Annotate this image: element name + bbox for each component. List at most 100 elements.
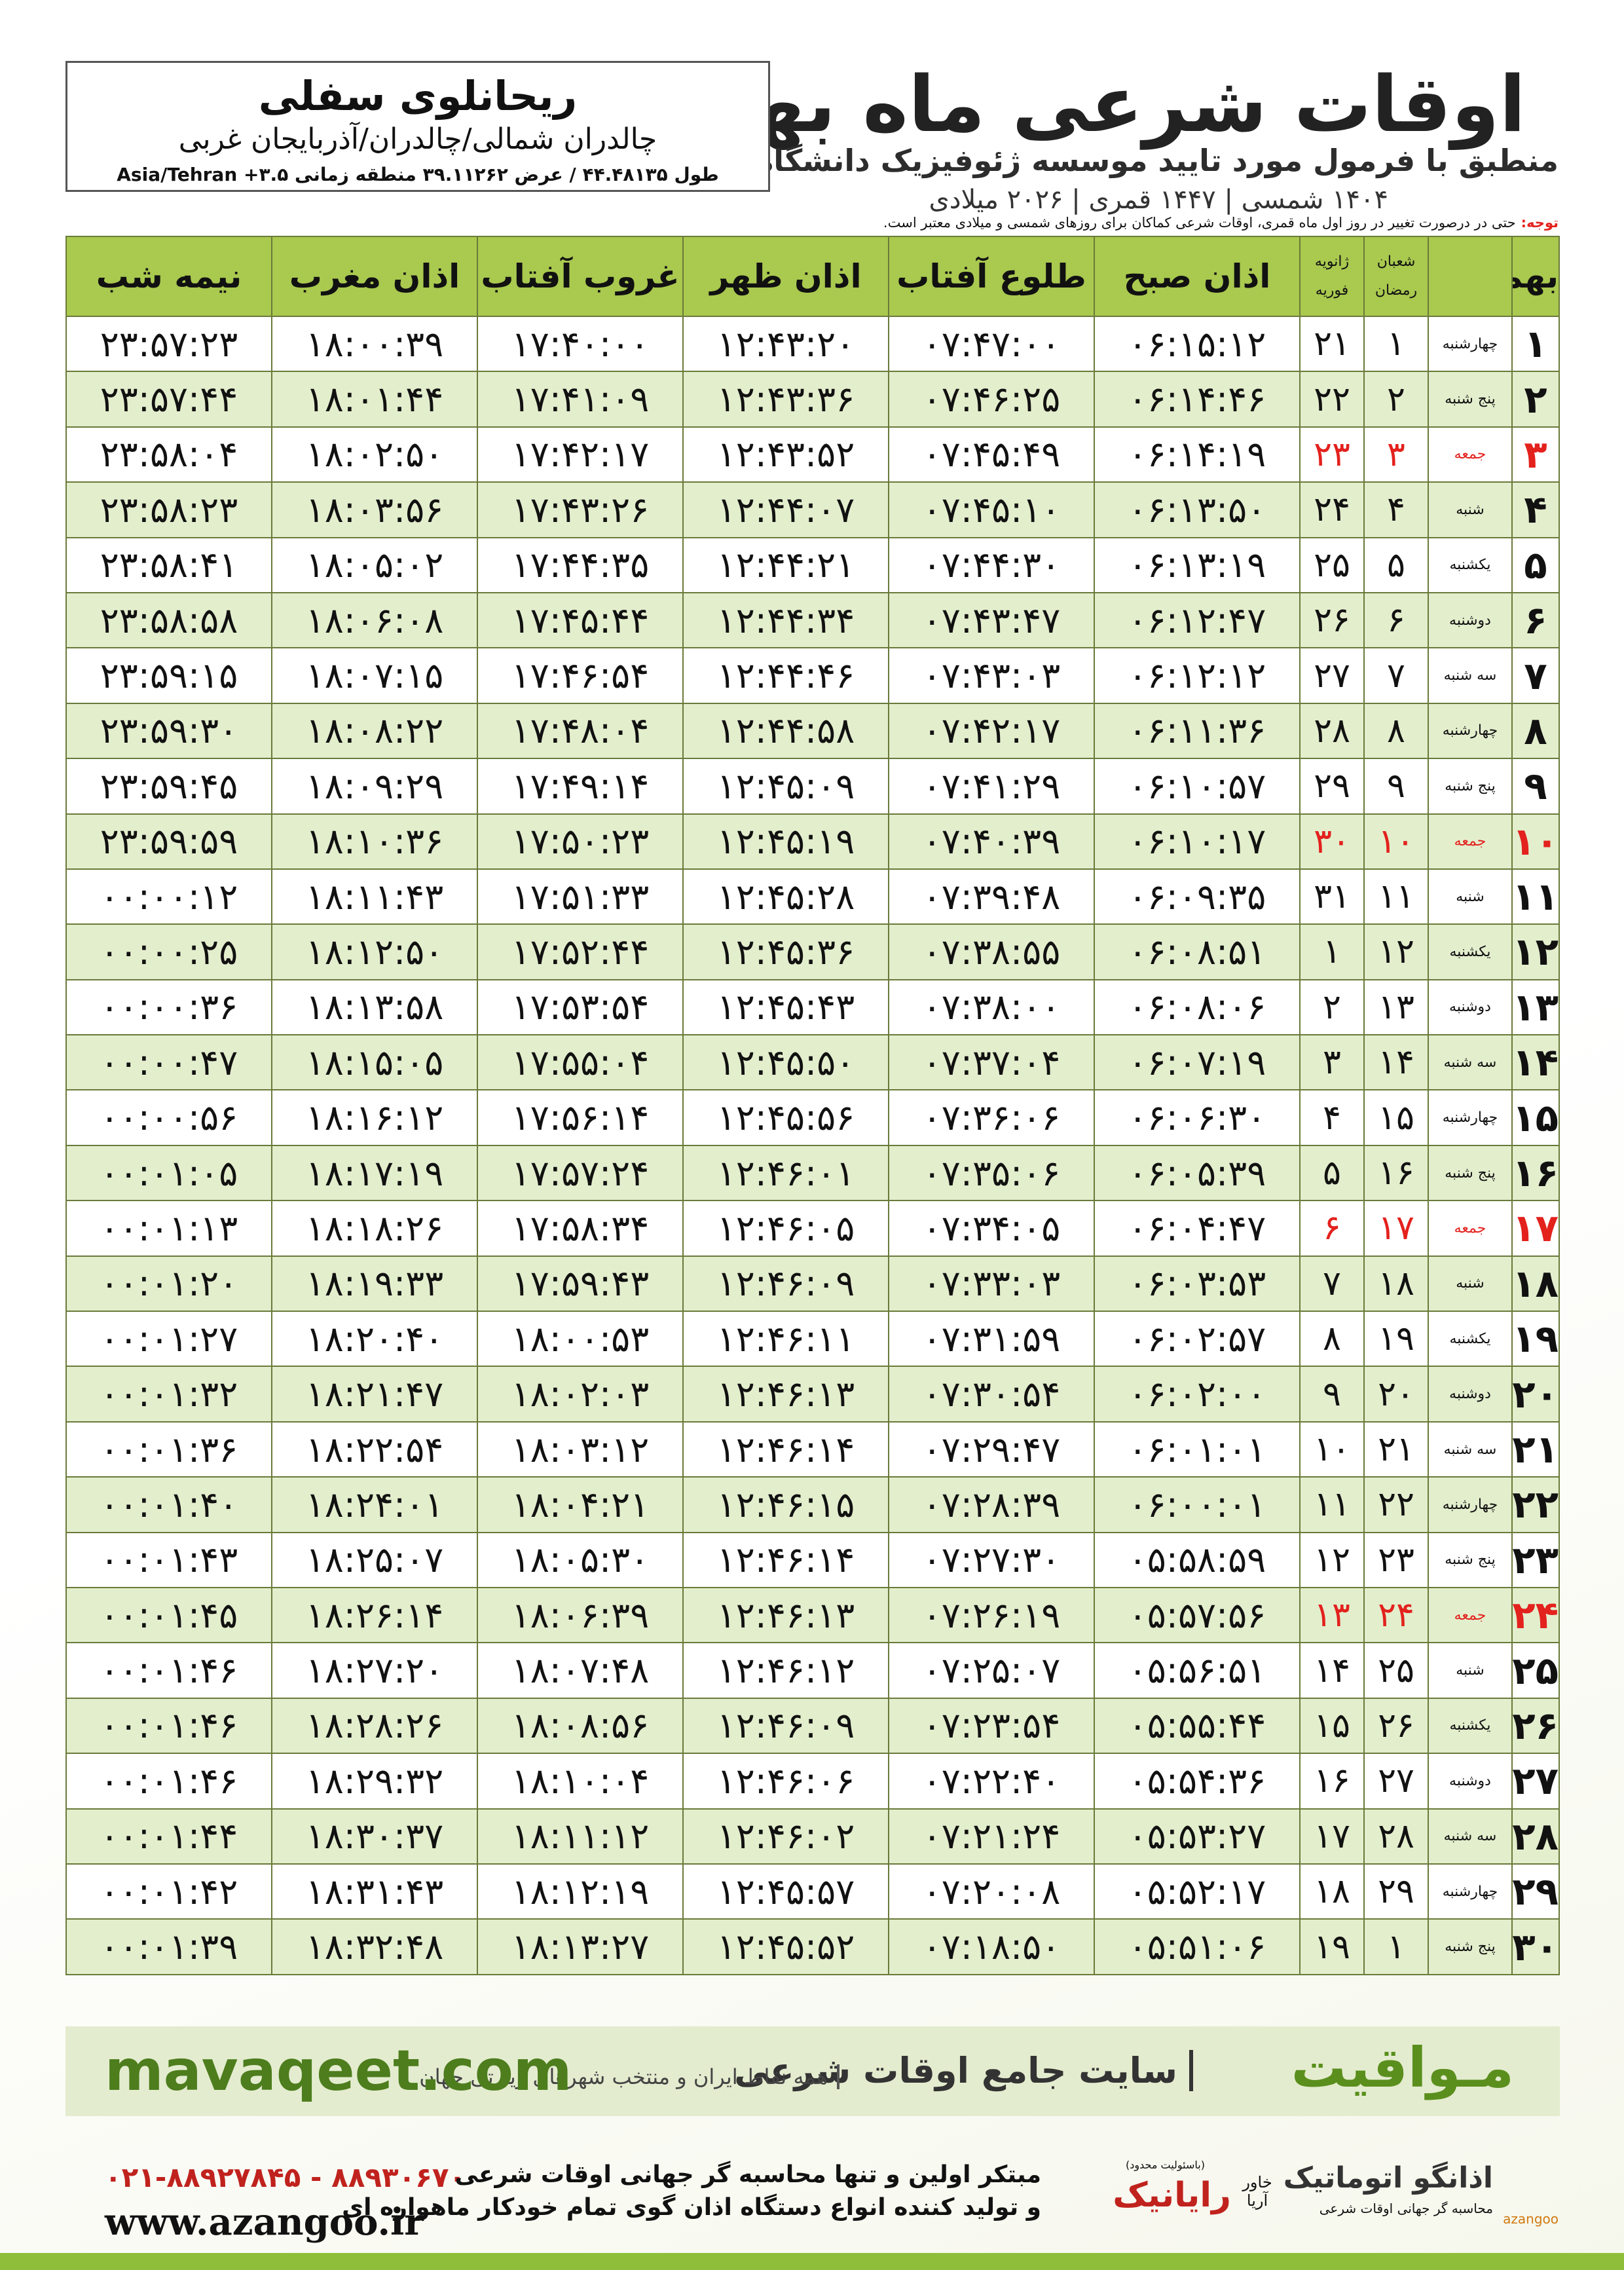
cell-time: ۰۰:۰۱:۴۴ (65, 1808, 272, 1865)
cell-time: ۰۵:۵۱:۰۶ (1094, 1918, 1301, 1975)
cell-time: ۱۷:۴۹:۱۴ (477, 758, 684, 815)
note-label: توجه: (1521, 215, 1559, 231)
table-row: ۲۷ دوشنبه ۲۷ ۱۶ ۰۵:۵۴:۳۶ ۰۷:۲۲:۴۰ ۱۲:۴۶:۰۶ ۱۸:۱… (65, 1753, 1560, 1810)
cell-hijri: ۱۹ (1363, 1311, 1429, 1368)
logo-raya-sub: خاور آریا (1242, 2173, 1272, 2210)
cell-day: ۲۲ (1511, 1476, 1560, 1533)
location-box: ریحانلوی سفلی چالدران شمالی/چالدران/آذرب… (65, 61, 770, 192)
cell-day: ۲۱ (1511, 1421, 1560, 1478)
cell-time: ۱۸:۰۳:۵۶ (271, 481, 478, 538)
cell-time: ۰۷:۴۶:۲۵ (888, 371, 1095, 428)
cell-time: ۱۸:۱۲:۵۰ (271, 923, 478, 980)
cell-greg: ۲۸ (1299, 702, 1365, 760)
cell-weekday: پنج شنبه (1428, 758, 1513, 815)
location-coords: طول ۴۴.۴۸۱۳۵ / عرض ۳۹.۱۱۲۶۲ منطقه زمانی … (117, 164, 719, 185)
cell-time: ۰۶:۰۰:۰۱ (1094, 1476, 1301, 1533)
cell-weekday: جمعه (1428, 426, 1513, 483)
cell-time: ۰۰:۰۱:۳۹ (65, 1918, 272, 1975)
cell-day: ۲۴ (1511, 1586, 1560, 1644)
cell-time: ۱۷:۴۵:۴۴ (477, 591, 684, 649)
cell-hijri: ۲۹ (1363, 1863, 1429, 1920)
cell-weekday: شنبه (1428, 1642, 1513, 1699)
cell-weekday: یکشنبه (1428, 1697, 1513, 1755)
cell-time: ۰۵:۵۳:۲۷ (1094, 1808, 1301, 1865)
cell-weekday: چهارشنبه (1428, 702, 1513, 760)
cell-time: ۱۲:۴۴:۲۱ (682, 536, 889, 593)
cell-greg: ۵ (1299, 1144, 1365, 1202)
cell-time: ۱۷:۴۳:۲۶ (477, 481, 684, 538)
cell-time: ۱۸:۲۱:۴۷ (271, 1366, 478, 1423)
cell-time: ۱۸:۱۳:۲۷ (477, 1918, 684, 1975)
cell-time: ۰۵:۵۵:۴۴ (1094, 1697, 1301, 1755)
cell-weekday: سه شنبه (1428, 647, 1513, 704)
cell-time: ۱۷:۴۱:۰۹ (477, 371, 684, 428)
cell-hijri: ۲۴ (1363, 1586, 1429, 1644)
cell-time: ۰۷:۴۳:۴۷ (888, 591, 1095, 649)
cell-greg: ۲۳ (1299, 426, 1365, 483)
header-cell: شعبان رمضان (1363, 236, 1429, 317)
table-row: ۲۵ شنبه ۲۵ ۱۴ ۰۵:۵۶:۵۱ ۰۷:۲۵:۰۷ ۱۲:۴۶:۱۲ ۱۸:۰۷:… (65, 1642, 1560, 1699)
table-row: ۲۳ پنج شنبه ۲۳ ۱۲ ۰۵:۵۸:۵۹ ۰۷:۲۷:۳۰ ۱۲:۴۶:۱۴ ۱۸… (65, 1531, 1560, 1588)
cell-hijri: ۱۲ (1363, 923, 1429, 980)
cell-time: ۲۳:۵۹:۱۵ (65, 647, 272, 704)
cell-greg: ۱۵ (1299, 1697, 1365, 1755)
table-row: ۶ دوشنبه ۶ ۲۶ ۰۶:۱۲:۴۷ ۰۷:۴۳:۴۷ ۱۲:۴۴:۳۴ ۱۷:۴۵:… (65, 591, 1560, 649)
cell-day: ۱۵ (1511, 1089, 1560, 1146)
cell-time: ۱۲:۴۴:۳۴ (682, 591, 889, 649)
cell-day: ۳ (1511, 426, 1560, 483)
cell-time: ۰۷:۲۳:۵۴ (888, 1697, 1095, 1755)
logo-azangoo: اذانگو اتوماتیک (1283, 2161, 1493, 2195)
cell-time: ۰۰:۰۱:۱۳ (65, 1200, 272, 1257)
cell-weekday: دوشنبه (1428, 1366, 1513, 1423)
cell-greg: ۲ (1299, 978, 1365, 1036)
cell-day: ۲۳ (1511, 1531, 1560, 1588)
cell-time: ۱۷:۵۰:۲۳ (477, 813, 684, 870)
cell-time: ۰۰:۰۱:۴۶ (65, 1642, 272, 1699)
table-row: ۱۵ چهارشنبه ۱۵ ۴ ۰۶:۰۶:۳۰ ۰۷:۳۶:۰۶ ۱۲:۴۵:۵۶ ۱۷:… (65, 1089, 1560, 1146)
cell-hijri: ۱ (1363, 315, 1429, 373)
cell-time: ۰۶:۰۸:۵۱ (1094, 923, 1301, 980)
cell-greg: ۲۱ (1299, 315, 1365, 373)
cell-time: ۱۸:۰۰:۵۳ (477, 1311, 684, 1368)
table-row: ۱۲ یکشنبه ۱۲ ۱ ۰۶:۰۸:۵۱ ۰۷:۳۸:۵۵ ۱۲:۴۵:۳۶ ۱۷:۵۲… (65, 923, 1560, 980)
cell-time: ۱۲:۴۶:۱۳ (682, 1586, 889, 1644)
cell-time: ۰۷:۳۸:۰۰ (888, 978, 1095, 1036)
cell-weekday: شنبه (1428, 1255, 1513, 1312)
cell-weekday: یکشنبه (1428, 1311, 1513, 1368)
table-row: ۲ پنج شنبه ۲ ۲۲ ۰۶:۱۴:۴۶ ۰۷:۴۶:۲۵ ۱۲:۴۳:۳۶ ۱۷:۴… (65, 371, 1560, 428)
cell-time: ۰۰:۰۰:۵۶ (65, 1089, 272, 1146)
cell-time: ۱۷:۵۸:۳۴ (477, 1200, 684, 1257)
cell-time: ۰۵:۵۲:۱۷ (1094, 1863, 1301, 1920)
cell-greg: ۲۹ (1299, 758, 1365, 815)
cell-time: ۰۷:۴۱:۲۹ (888, 758, 1095, 815)
cell-weekday: پنج شنبه (1428, 1144, 1513, 1202)
cell-time: ۰۶:۰۲:۵۷ (1094, 1311, 1301, 1368)
brand: مـواقیت (1291, 2036, 1514, 2100)
cell-day: ۲۹ (1511, 1863, 1560, 1920)
cell-time: ۰۷:۳۱:۵۹ (888, 1311, 1095, 1368)
cell-time: ۰۰:۰۰:۲۵ (65, 923, 272, 980)
cell-hijri: ۲۶ (1363, 1697, 1429, 1755)
cell-time: ۱۸:۲۶:۱۴ (271, 1586, 478, 1644)
cell-hijri: ۲۱ (1363, 1421, 1429, 1478)
cell-day: ۱۷ (1511, 1200, 1560, 1257)
cell-time: ۲۳:۵۹:۵۹ (65, 813, 272, 870)
cell-time: ۰۵:۵۶:۵۱ (1094, 1642, 1301, 1699)
table-row: ۳ جمعه ۳ ۲۳ ۰۶:۱۴:۱۹ ۰۷:۴۵:۴۹ ۱۲:۴۳:۵۲ ۱۷:۴۲:۱۷… (65, 426, 1560, 483)
cell-weekday: چهارشنبه (1428, 315, 1513, 373)
table-row: ۸ چهارشنبه ۸ ۲۸ ۰۶:۱۱:۳۶ ۰۷:۴۲:۱۷ ۱۲:۴۴:۵۸ ۱۷:۴… (65, 702, 1560, 760)
cell-weekday: چهارشنبه (1428, 1863, 1513, 1920)
cell-time: ۰۷:۳۴:۰۵ (888, 1200, 1095, 1257)
cell-time: ۱۸:۲۹:۳۲ (271, 1753, 478, 1810)
title: اوقات شرعی ماه بهمن (634, 59, 1526, 149)
cell-greg: ۲۶ (1299, 591, 1365, 649)
cell-time: ۰۵:۵۸:۵۹ (1094, 1531, 1301, 1588)
cell-time: ۰۷:۲۵:۰۷ (888, 1642, 1095, 1699)
cell-day: ۷ (1511, 647, 1560, 704)
cell-hijri: ۶ (1363, 591, 1429, 649)
cell-time: ۰۷:۴۵:۱۰ (888, 481, 1095, 538)
logo-raya: رایانیک (1113, 2176, 1231, 2215)
cell-time: ۱۲:۴۵:۱۹ (682, 813, 889, 870)
